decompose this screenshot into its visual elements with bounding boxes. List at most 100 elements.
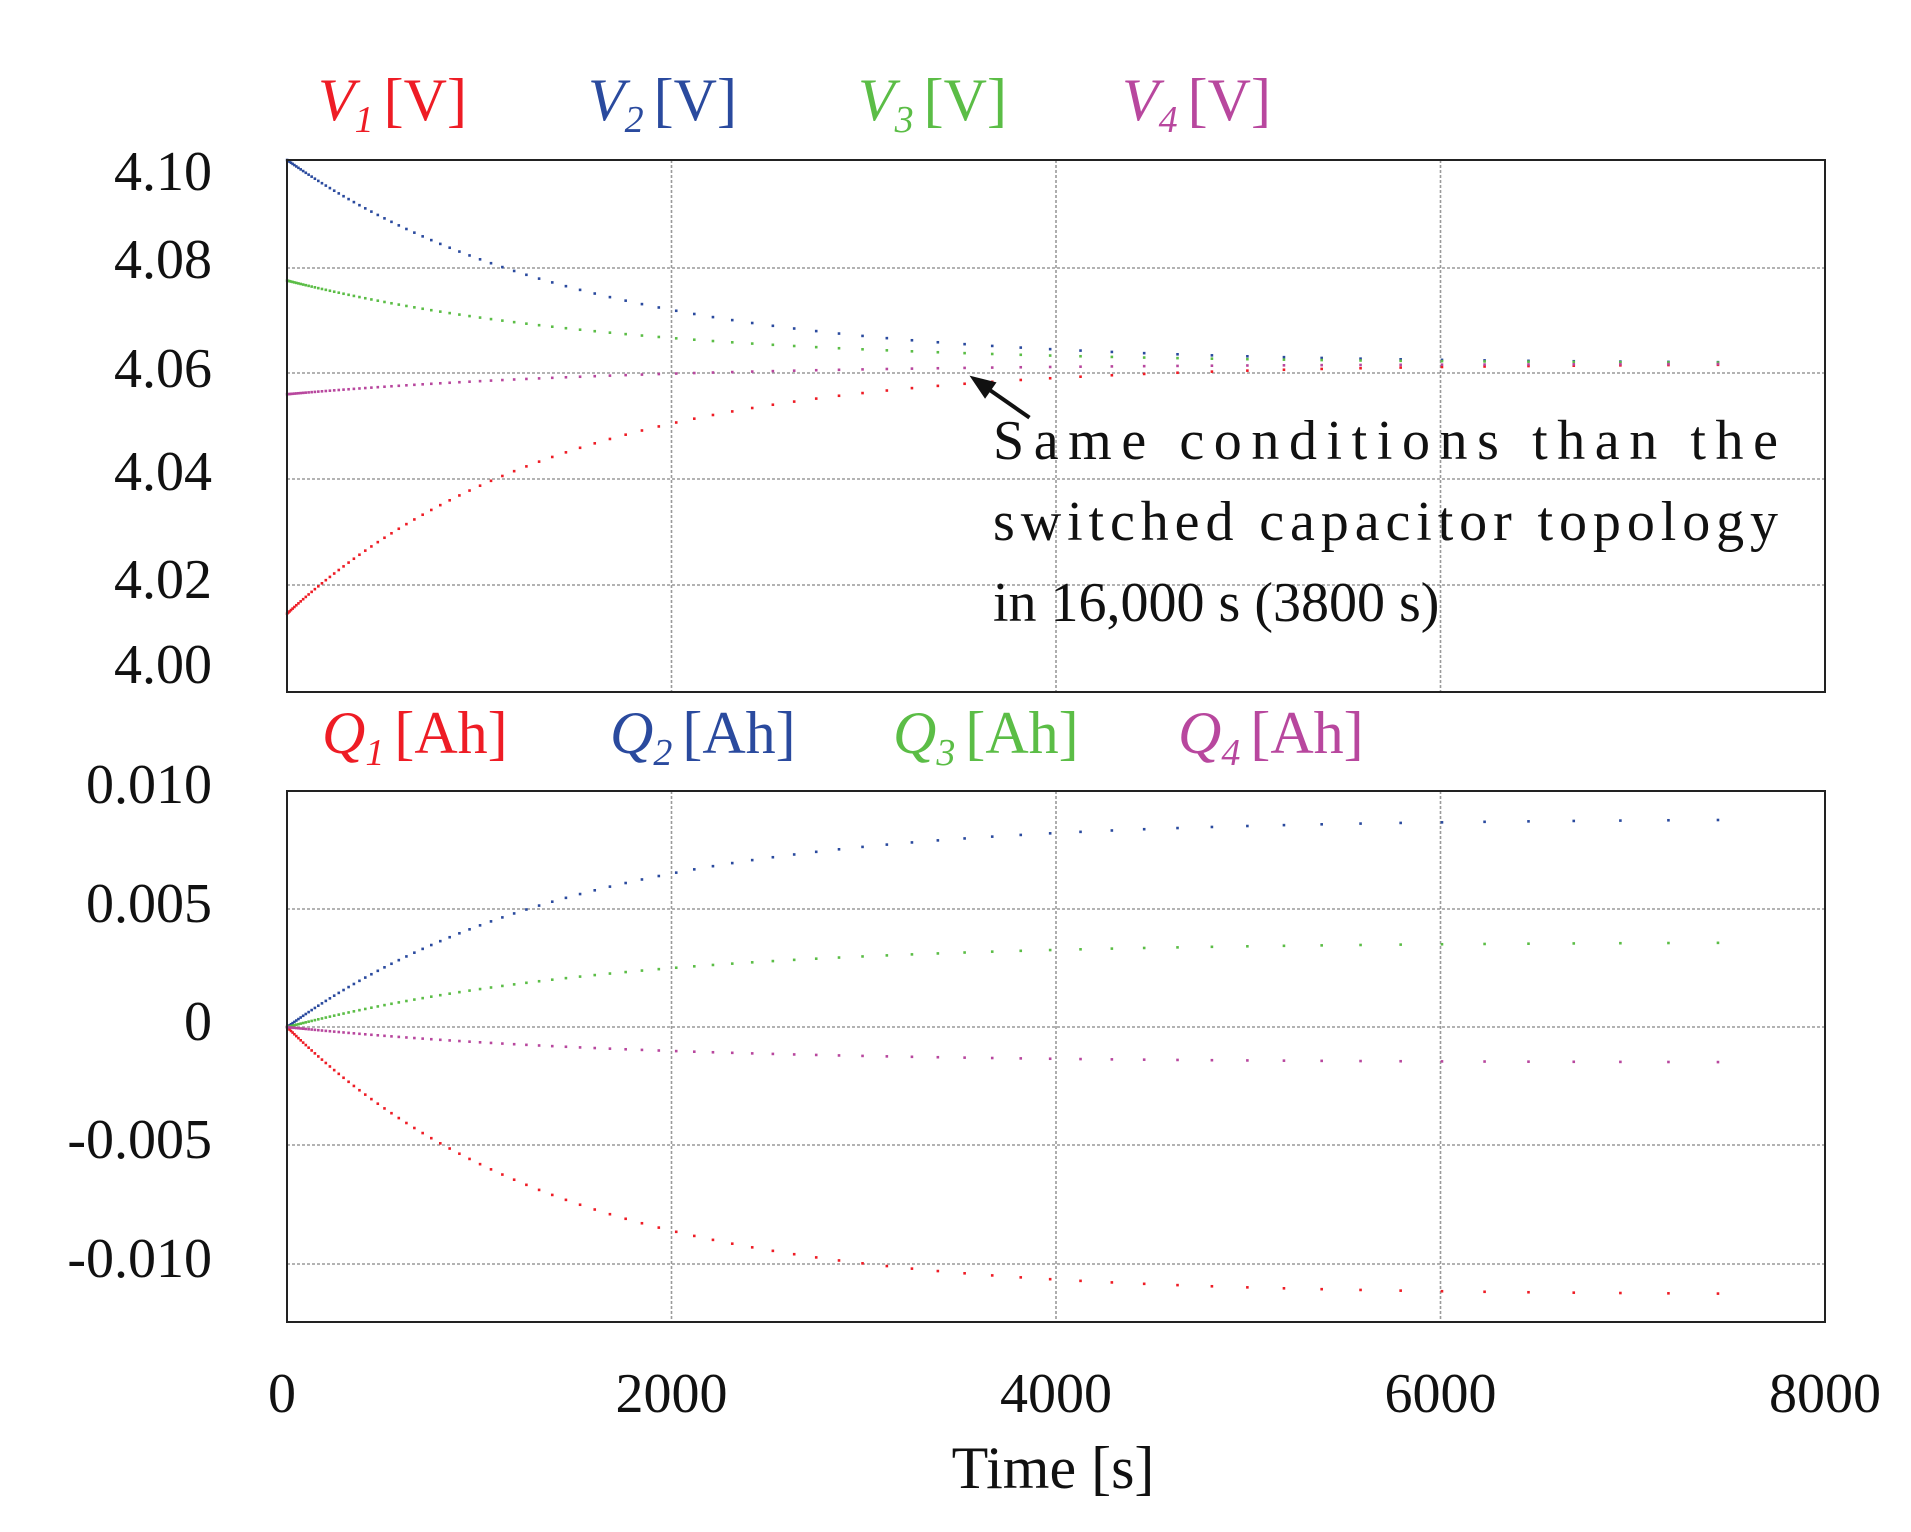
- voltage-v1-point: [1019, 378, 1023, 382]
- charge-q3-point: [429, 995, 433, 998]
- charge-q3-point: [1282, 944, 1286, 948]
- charge-q3-point: [578, 975, 582, 978]
- charge-q3-point: [861, 955, 864, 958]
- voltage-v3-point: [370, 298, 373, 301]
- voltage-v1-point: [1440, 365, 1444, 369]
- charge-q2-point: [1246, 824, 1249, 828]
- voltage-v1-point: [537, 460, 541, 463]
- charge-q1-point: [299, 1038, 303, 1042]
- charge-q4-point: [1572, 1060, 1576, 1064]
- charge-q4-point: [1440, 1060, 1444, 1063]
- voltage-v1-point: [1572, 364, 1576, 367]
- charge-q4-point: [421, 1037, 424, 1040]
- x-tick-label: 4000: [1000, 1363, 1112, 1425]
- voltage-v2-point: [383, 217, 386, 220]
- charge-q4-point: [1619, 1060, 1622, 1064]
- charge-q2-point: [1176, 826, 1179, 830]
- charge-q2-point: [352, 982, 356, 986]
- charge-q4-point: [1142, 1058, 1146, 1061]
- charge-q1-point: [624, 1217, 627, 1221]
- charge-q2-point: [1619, 819, 1622, 822]
- voltage-v3-point: [352, 294, 356, 298]
- charge-q1-point: [1399, 1289, 1402, 1292]
- annotation: Same conditions than the switched capaci…: [969, 375, 1778, 634]
- voltage-v3-point: [1246, 357, 1249, 361]
- charge-q4-point: [608, 1047, 612, 1050]
- voltage-v3-point: [342, 292, 345, 296]
- voltage-v1-point: [297, 602, 300, 605]
- voltage-v2-point: [814, 329, 818, 333]
- annotation-arrow-shaft: [982, 384, 1031, 420]
- charge-q2-point: [397, 958, 401, 962]
- charge-q1-point: [792, 1252, 796, 1256]
- charge-q2-point: [657, 874, 661, 878]
- charge-q4-point: [990, 1056, 994, 1060]
- charge-q2-point: [1079, 830, 1082, 834]
- charge-q3-point: [397, 1001, 401, 1004]
- voltage-v2-point: [1399, 358, 1402, 361]
- voltage-v2-point: [1282, 355, 1286, 359]
- voltage-v4-point: [376, 385, 380, 389]
- charge-q1-point: [730, 1242, 734, 1245]
- voltage-v2-point: [550, 281, 554, 284]
- voltage-v4-point: [429, 382, 433, 386]
- charge-q3-point: [1572, 942, 1576, 945]
- voltage-v3-point: [692, 338, 696, 342]
- voltage-v3-point: [640, 334, 644, 337]
- charge-q1-point: [1019, 1276, 1023, 1279]
- charge-q3-point: [936, 952, 940, 955]
- charge-q4-point: [288, 1026, 291, 1029]
- voltage-v1-point: [324, 578, 328, 582]
- voltage-v2-point: [564, 284, 568, 288]
- charge-q1-point: [307, 1046, 310, 1049]
- charge-plot-frame: [286, 790, 1826, 1323]
- voltage-v3-point: [328, 289, 332, 293]
- voltage-v3-point: [1320, 358, 1323, 362]
- x-tick-label: 0: [268, 1363, 296, 1425]
- voltage-v2-point: [390, 220, 393, 224]
- voltage-y-tick-label: 4.04: [114, 441, 212, 503]
- charge-q4-point: [429, 1037, 433, 1041]
- voltage-v4-point: [750, 370, 754, 373]
- charge-q2-point: [324, 999, 328, 1003]
- charge-q4-point: [297, 1026, 300, 1030]
- charge-q2-point: [317, 1004, 320, 1008]
- charge-q1-point: [304, 1043, 308, 1047]
- voltage-v4-point: [297, 391, 300, 395]
- voltage-v2-point: [478, 258, 482, 261]
- voltage-v3-point: [376, 299, 380, 302]
- charge-q3-point: [814, 957, 818, 960]
- charge-q3-point: [324, 1016, 328, 1019]
- voltage-v3-point: [771, 343, 775, 347]
- voltage-v2-point: [320, 181, 324, 185]
- voltage-v3-point: [963, 351, 966, 355]
- voltage-v3-point: [837, 346, 841, 350]
- voltage-v2-point: [295, 165, 298, 168]
- charge-q4-point: [468, 1040, 471, 1043]
- charge-q3-point: [405, 999, 408, 1003]
- charge-q1-point: [363, 1093, 367, 1096]
- voltage-v4-point: [657, 372, 661, 376]
- voltage-v4-point: [1320, 363, 1323, 367]
- voltage-v4-point: [861, 368, 864, 371]
- charge-q1-point: [1176, 1283, 1179, 1287]
- charge-q3-point: [512, 983, 516, 986]
- voltage-v4-point: [578, 375, 582, 379]
- voltage-v2-point: [307, 173, 310, 176]
- voltage-v2-point: [771, 324, 775, 328]
- charge-q4-point: [347, 1031, 350, 1035]
- charge-q4-point: [370, 1033, 373, 1037]
- voltage-v2-point: [512, 269, 516, 273]
- voltage-v4-point: [1716, 362, 1720, 366]
- charge-q4-point: [458, 1039, 461, 1043]
- annotation-line-2: switched capacitor topology: [993, 491, 1778, 553]
- voltage-v3-point: [1483, 360, 1486, 363]
- charge-q3-point: [792, 958, 796, 962]
- charge-q4-point: [963, 1056, 966, 1059]
- voltage-v2-point: [837, 332, 841, 335]
- charge-q2-point: [295, 1019, 298, 1022]
- charge-q4-point: [525, 1043, 528, 1047]
- charge-q4-point: [383, 1034, 386, 1038]
- voltage-v4-point: [537, 377, 541, 380]
- charge-q1-point: [337, 1072, 341, 1076]
